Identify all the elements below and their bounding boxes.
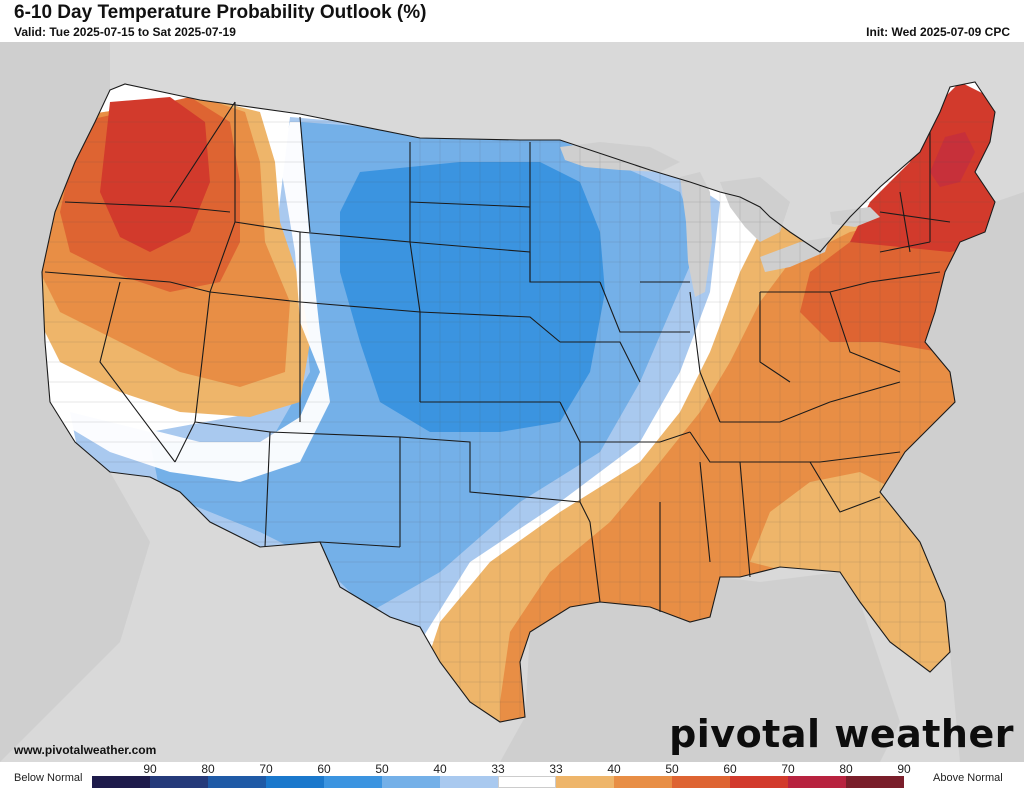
legend-swatch — [324, 776, 382, 788]
legend-value: 80 — [839, 762, 853, 776]
lake-erie — [760, 237, 830, 272]
legend-swatch — [730, 776, 788, 788]
legend-swatch — [672, 776, 730, 788]
legend-value: 33 — [491, 762, 505, 776]
legend-value: 60 — [317, 762, 331, 776]
website-url[interactable]: www.pivotalweather.com — [14, 743, 157, 757]
legend-swatch — [382, 776, 440, 788]
lake-huron — [720, 177, 790, 242]
legend-value: 50 — [375, 762, 389, 776]
lake-michigan — [680, 172, 712, 297]
lake-ontario — [830, 207, 880, 227]
legend-value: 70 — [259, 762, 273, 776]
map-title: 6-10 Day Temperature Probability Outlook… — [14, 2, 427, 23]
legend-swatch — [266, 776, 324, 788]
near-normal-southwest — [50, 122, 330, 482]
legend-value: 80 — [201, 762, 215, 776]
brand-logo: pivotal weather — [669, 712, 1014, 756]
state-borders — [41, 81, 996, 723]
pacific-ocean — [0, 42, 150, 762]
legend-value: 33 — [549, 762, 563, 776]
legend-value: 60 — [723, 762, 737, 776]
legend-value: 40 — [433, 762, 447, 776]
gulf-of-mexico — [500, 572, 900, 762]
header: 6-10 Day Temperature Probability Outlook… — [0, 0, 1024, 42]
above-70-west — [100, 97, 210, 252]
legend-value: 70 — [781, 762, 795, 776]
legend-swatch — [150, 776, 208, 788]
legend-value: 90 — [143, 762, 157, 776]
legend: Below Normal Above Normal 90 80 70 60 50 40 33… — [0, 762, 1024, 791]
legend-value: 50 — [665, 762, 679, 776]
valid-dates: Valid: Tue 2025-07-15 to Sat 2025-07-19 — [14, 25, 236, 39]
legend-swatch — [556, 776, 614, 788]
legend-swatch — [614, 776, 672, 788]
legend-value: 90 — [897, 762, 911, 776]
outlook-map — [0, 42, 1024, 762]
below-50-region — [340, 162, 605, 432]
legend-value: 40 — [607, 762, 621, 776]
legend-swatch — [440, 776, 498, 788]
legend-below-label: Below Normal — [14, 772, 83, 784]
legend-swatch — [92, 776, 150, 788]
legend-above-label: Above Normal — [933, 772, 1003, 784]
above-80-east — [930, 132, 975, 187]
legend-swatch — [788, 776, 846, 788]
atlantic-ocean — [880, 192, 1024, 762]
legend-swatch — [208, 776, 266, 788]
above-70-east — [850, 82, 995, 252]
above-40-southeast — [750, 472, 950, 672]
legend-swatch — [498, 776, 556, 788]
legend-swatch — [846, 776, 904, 788]
init-time: Init: Wed 2025-07-09 CPC — [866, 25, 1010, 39]
